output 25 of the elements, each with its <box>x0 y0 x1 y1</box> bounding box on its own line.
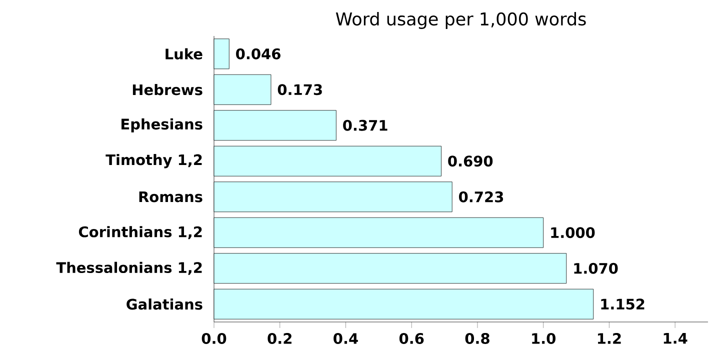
y-tick-label: Hebrews <box>132 84 202 96</box>
y-tick-label: Timothy 1,2 <box>106 154 202 168</box>
data-label: 0.173 <box>278 84 322 96</box>
y-tick-label: Romans <box>139 191 202 202</box>
x-tick-label: 0.0 <box>202 333 226 344</box>
y-tick-label: Thessalonians 1,2 <box>56 262 202 275</box>
data-label: 0.690 <box>448 156 493 167</box>
x-tick-label: 1.0 <box>532 333 556 344</box>
chart-title: Word usage per 1,000 words <box>336 12 586 29</box>
data-label: 0.371 <box>343 120 388 131</box>
y-tick-label: Ephesians <box>122 118 202 132</box>
x-tick-label: 0.8 <box>465 333 490 344</box>
data-label: 1.152 <box>601 298 644 310</box>
data-label: 0.046 <box>236 48 280 60</box>
y-tick-label: Corinthians 1,2 <box>78 226 202 240</box>
y-tick-label: Luke <box>166 48 202 60</box>
x-tick-label: 0.6 <box>399 333 424 344</box>
x-tick-label: 1.4 <box>664 333 688 344</box>
y-tick-label: Galatians <box>126 298 202 310</box>
data-label: 1.070 <box>574 262 618 274</box>
data-label: 1.000 <box>551 227 595 238</box>
x-tick-label: 0.2 <box>268 333 292 344</box>
data-label: 0.723 <box>459 191 504 202</box>
x-tick-label: 1.2 <box>598 333 621 344</box>
x-tick-label: 0.4 <box>334 333 358 344</box>
